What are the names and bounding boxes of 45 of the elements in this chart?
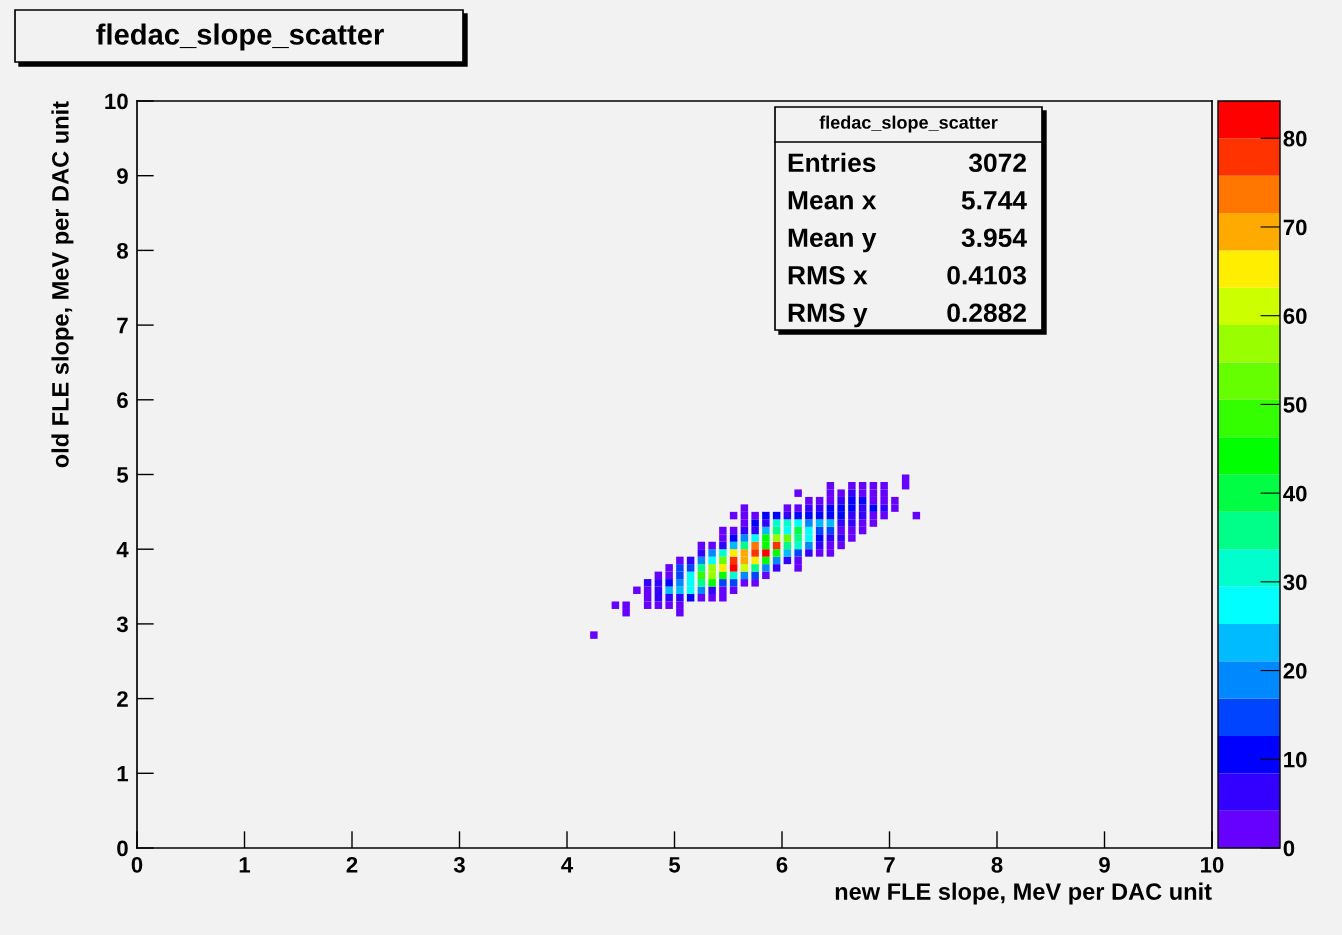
x-tick-label: 10 — [1201, 856, 1224, 873]
y-tick-label: 8 — [117, 242, 128, 259]
color-bar-label: 60 — [1283, 308, 1307, 324]
color-bar-label: 20 — [1283, 663, 1307, 679]
x-tick-label: 7 — [884, 857, 895, 873]
color-bar-label: 70 — [1283, 219, 1307, 236]
y-tick-label: 9 — [117, 168, 128, 184]
x-tick-label: 0 — [131, 856, 143, 873]
y-tick-label: 3 — [116, 616, 128, 633]
x-tick-label: 9 — [1099, 856, 1110, 873]
x-tick-label: 8 — [991, 856, 1003, 873]
color-bar-label: 30 — [1283, 574, 1307, 591]
annotation: RMS x — [788, 265, 868, 285]
x-tick-label: 4 — [561, 857, 574, 873]
annotation: 0.4103 — [947, 265, 1027, 285]
annotation: 5.744 — [961, 191, 1027, 210]
chart-title: fledac_slope_scatter — [96, 23, 384, 51]
color-bar-label: 80 — [1283, 130, 1307, 147]
x-tick-label: 6 — [776, 856, 788, 873]
y-tick-label: 7 — [117, 317, 128, 334]
x-tick-label: 3 — [453, 856, 465, 873]
annotation: Mean y — [788, 228, 877, 253]
annotation: Entries — [788, 152, 876, 173]
annotation: RMS y — [788, 303, 868, 328]
color-bar-label: 50 — [1283, 396, 1307, 413]
color-bar-label: 40 — [1283, 485, 1307, 502]
y-tick-label: 10 — [105, 93, 128, 110]
y-tick-label: 6 — [117, 392, 128, 409]
y-tick-label: 1 — [117, 766, 129, 782]
y-tick-label: 5 — [116, 467, 129, 483]
annotation: 3072 — [968, 153, 1026, 173]
x-tick-label: 5 — [669, 857, 681, 873]
annotation: Mean x — [788, 191, 877, 210]
y-axis-title: old FLE slope, MeV per DAC unit — [51, 101, 74, 468]
x-tick-label: 2 — [346, 856, 358, 873]
annotation: 3.954 — [961, 228, 1027, 248]
x-tick-label: 1 — [239, 857, 251, 873]
annotation: 0.2882 — [947, 303, 1026, 323]
y-tick-label: 4 — [116, 541, 129, 558]
annotation: fledac_slope_scatter — [819, 115, 998, 133]
color-bar-label: 0 — [1283, 840, 1295, 857]
y-tick-label: 0 — [117, 840, 128, 857]
x-axis-title: new FLE slope, MeV per DAC unit — [835, 882, 1212, 905]
y-tick-label: 2 — [117, 691, 128, 707]
color-bar-label: 10 — [1284, 751, 1307, 768]
